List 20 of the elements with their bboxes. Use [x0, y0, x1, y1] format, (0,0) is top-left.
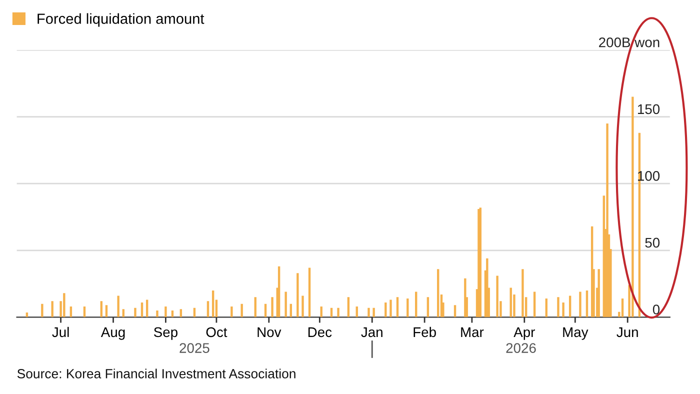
x-tick-label: Jan	[361, 327, 382, 338]
y-tick-label: 200B won	[599, 37, 660, 48]
x-tick-label: Oct	[206, 327, 228, 338]
x-tick-label: Mar	[461, 327, 484, 338]
y-tick-label: 150	[638, 104, 660, 114]
source-note: Source: Korea Financial Investment Association	[17, 368, 296, 378]
x-tick-label: Apr	[514, 327, 535, 340]
x-tick-label: Nov	[258, 327, 282, 338]
text: 2026	[506, 343, 536, 353]
x-tick-label: Jun	[616, 327, 638, 338]
x-tick-label: Aug	[100, 327, 125, 340]
y-tick-label: 0	[652, 304, 660, 314]
x-tick-label: May	[563, 327, 588, 340]
x-tick-label: Dec	[308, 327, 332, 338]
text: 2025	[180, 343, 210, 353]
x-tick-label: Feb	[414, 326, 436, 338]
legend-label: Forced liquidation amount	[38, 13, 204, 27]
x-tick-label: Jul	[52, 326, 69, 338]
y-tick-label: 50	[645, 238, 660, 248]
x-tick-label: Sep	[154, 327, 178, 340]
